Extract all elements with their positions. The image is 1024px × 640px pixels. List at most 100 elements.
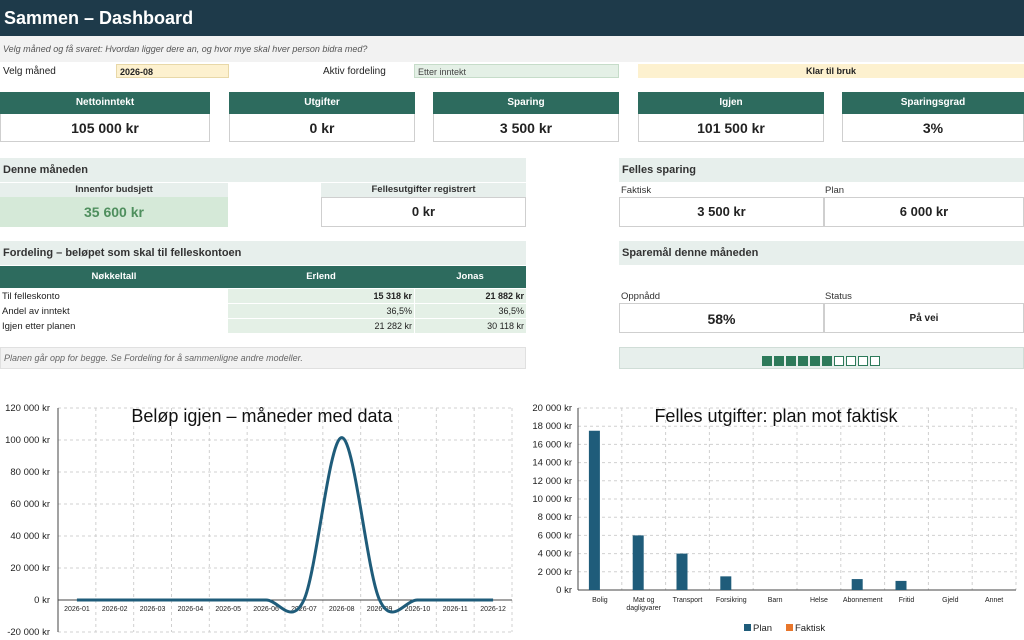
y-tick-label: 2 000 kr [538, 567, 572, 578]
x-tick-label: 2026-03 [140, 606, 166, 613]
y-tick-label: 14 000 kr [532, 458, 572, 469]
table-row-label: Til felleskonto [2, 291, 60, 302]
distribution-title: Fordeling – beløpet som skal til fellesk… [0, 241, 526, 265]
table-row-label: Igjen etter planen [2, 321, 76, 332]
distribution-note: Planen går opp for begge. Se Fordeling f… [0, 347, 526, 369]
page-title: Sammen – Dashboard [4, 8, 194, 28]
month-label: Velg måned [3, 66, 56, 77]
x-tick-label: Mat og [633, 597, 655, 604]
kpi-label: Sparing [433, 92, 619, 114]
goal-status-label: Status [825, 291, 852, 302]
x-tick-label: dagligvarer [626, 605, 661, 612]
y-tick-label: 16 000 kr [532, 439, 572, 450]
progress-square-filled [821, 356, 832, 366]
savings-plan-value: 6 000 kr [824, 197, 1024, 227]
table-cell-erlend: 36,5% [228, 304, 414, 319]
x-tick-label: Gjeld [942, 597, 958, 604]
progress-square-filled [785, 356, 796, 366]
progress-square-filled [797, 356, 808, 366]
kpi-card-utgifter: Utgifter 0 kr [229, 92, 415, 142]
within-budget-label: Innenfor budsjett [0, 183, 228, 197]
x-tick-label: Transport [673, 597, 703, 604]
savings-actual-label: Faktisk [621, 185, 652, 196]
x-tick-label: Annet [985, 597, 1003, 604]
y-tick-label: 20 000 kr [532, 403, 572, 414]
bar-plan [676, 553, 688, 590]
subtitle-bar: Velg måned og få svaret: Hvordan ligger … [0, 36, 1024, 62]
bar-plan [588, 430, 600, 590]
x-tick-label: 2026-09 [367, 606, 393, 613]
y-tick-label: 0 kr [556, 585, 572, 596]
table-cell-jonas: 36,5% [415, 304, 526, 319]
progress-square-empty [857, 356, 868, 366]
chart-title: Beløp igjen – måneder med data [131, 406, 393, 426]
distribution-select[interactable]: Etter inntekt [414, 64, 619, 78]
series-line [76, 436, 494, 614]
kpi-label: Utgifter [229, 92, 415, 114]
x-tick-label: 2026-08 [329, 606, 355, 613]
y-tick-label: 100 000 kr [5, 435, 50, 446]
progress-square-empty [869, 356, 880, 366]
kpi-value: 3 500 kr [433, 114, 619, 142]
chart-title: Felles utgifter: plan mot faktisk [654, 406, 898, 426]
x-tick-label: Abonnement [843, 597, 883, 604]
goal-status-value: På vei [824, 303, 1024, 333]
subtitle-text: Velg måned og få svaret: Hvordan ligger … [3, 44, 368, 54]
x-tick-label: Barn [768, 597, 783, 604]
table-header-key: Nøkkeltall [0, 266, 228, 288]
goal-section-title: Sparemål denne måneden [619, 241, 1024, 265]
kpi-card-igjen: Igjen 101 500 kr [638, 92, 824, 142]
kpi-value: 0 kr [229, 114, 415, 142]
savings-actual-value: 3 500 kr [619, 197, 824, 227]
table-cell-jonas: 30 118 kr [415, 319, 526, 334]
month-section-title: Denne måneden [0, 158, 526, 182]
kpi-label: Sparingsgrad [842, 92, 1024, 114]
kpi-card-sparing: Sparing 3 500 kr [433, 92, 619, 142]
x-tick-label: 2026-01 [64, 606, 90, 613]
kpi-value: 105 000 kr [0, 114, 210, 142]
table-header-erlend: Erlend [228, 266, 414, 288]
y-tick-label: 60 000 kr [10, 499, 50, 510]
progress-squares [761, 353, 882, 371]
y-tick-label: -20 000 kr [7, 627, 50, 638]
goal-achieved-value: 58% [619, 303, 824, 333]
month-select[interactable]: 2026-08 [116, 64, 229, 78]
kpi-value: 101 500 kr [638, 114, 824, 142]
distribution-label: Aktiv fordeling [323, 66, 386, 77]
savings-section-title: Felles sparing [619, 158, 1024, 182]
legend-swatch [786, 624, 793, 631]
y-tick-label: 10 000 kr [532, 494, 572, 505]
table-cell-erlend: 15 318 kr [228, 289, 414, 304]
title-bar: Sammen – Dashboard [0, 0, 1024, 36]
table-cell-jonas: 21 882 kr [415, 289, 526, 304]
progress-square-filled [773, 356, 784, 366]
table-cell-erlend: 21 282 kr [228, 319, 414, 334]
savings-plan-label: Plan [825, 185, 845, 196]
x-tick-label: 2026-05 [215, 606, 241, 613]
bar-chart: 0 kr 2 000 kr 4 000 kr 6 000 kr 8 000 kr 10 0… [532, 403, 1017, 634]
table-row-label: Andel av inntekt [2, 306, 70, 317]
shared-expenses-label: Fellesutgifter registrert [321, 183, 526, 197]
x-tick-label: 2026-12 [480, 606, 506, 613]
progress-square-empty [845, 356, 856, 366]
x-tick-label: 2026-02 [102, 606, 128, 613]
progress-square-filled [761, 356, 772, 366]
progress-square-empty [833, 356, 844, 366]
y-tick-label: 4 000 kr [538, 549, 572, 560]
kpi-label: Nettoinntekt [0, 92, 210, 114]
kpi-card-nettoinntekt: Nettoinntekt 105 000 kr [0, 92, 210, 142]
within-budget-value: 35 600 kr [0, 197, 228, 227]
table-header-jonas: Jonas [414, 266, 526, 288]
status-banner: Klar til bruk [638, 64, 1024, 78]
legend-swatch [744, 624, 751, 631]
shared-expenses-value: 0 kr [321, 197, 526, 227]
x-tick-label: 2026-07 [291, 606, 317, 613]
line-chart: -20 000 kr 0 kr 20 000 kr 40 000 kr 60 000 k… [5, 403, 513, 638]
goal-achieved-label: Oppnådd [621, 291, 661, 302]
legend-label: Plan [753, 623, 772, 634]
goal-progress-bar [619, 347, 1024, 369]
x-tick-label: 2026-11 [443, 606, 468, 613]
y-tick-label: 120 000 kr [5, 403, 50, 414]
y-tick-label: 18 000 kr [532, 421, 572, 432]
y-tick-label: 80 000 kr [10, 467, 50, 478]
